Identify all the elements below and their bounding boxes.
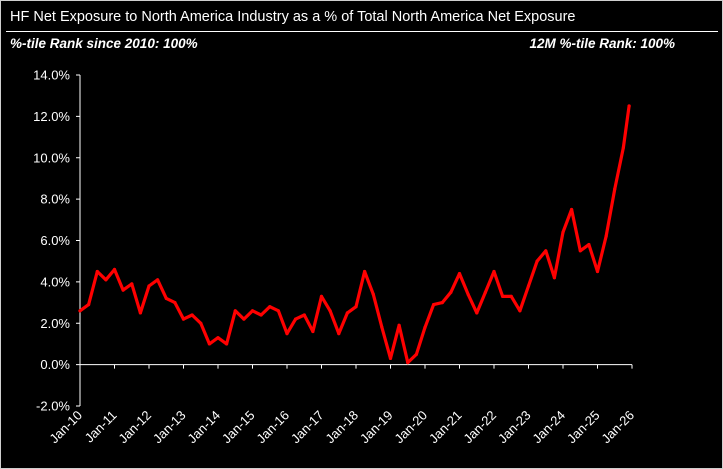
data-point bbox=[138, 311, 142, 315]
x-tick-label: Jan-11 bbox=[82, 408, 120, 446]
data-point bbox=[190, 313, 194, 317]
data-point bbox=[432, 303, 436, 307]
x-tick-label: Jan-19 bbox=[357, 408, 396, 447]
data-point bbox=[466, 292, 470, 296]
data-point bbox=[233, 309, 237, 313]
data-point bbox=[440, 301, 444, 305]
data-point bbox=[475, 311, 479, 315]
x-tick-label: Jan-14 bbox=[184, 408, 223, 447]
data-point bbox=[268, 305, 272, 309]
x-tick-label: Jan-17 bbox=[288, 408, 327, 447]
data-point bbox=[627, 104, 631, 108]
data-point bbox=[492, 269, 496, 274]
data-point bbox=[147, 284, 151, 288]
data-point bbox=[526, 284, 531, 288]
data-point bbox=[518, 309, 522, 313]
y-tick-label: 10.0% bbox=[33, 150, 70, 165]
series-line bbox=[78, 104, 631, 365]
x-tick-label: Jan-12 bbox=[115, 408, 154, 447]
data-point bbox=[207, 342, 211, 346]
data-point bbox=[561, 230, 565, 234]
data-point bbox=[242, 317, 246, 321]
x-tick-label: Jan-16 bbox=[253, 408, 292, 447]
data-point bbox=[371, 292, 375, 296]
data-point bbox=[130, 282, 134, 286]
data-point bbox=[337, 332, 341, 336]
x-tick-label: Jan-25 bbox=[564, 408, 603, 447]
data-point bbox=[276, 309, 280, 313]
data-point bbox=[552, 276, 557, 280]
data-point bbox=[587, 243, 591, 247]
data-point bbox=[595, 269, 600, 274]
data-point bbox=[104, 278, 108, 282]
y-tick-label: 4.0% bbox=[40, 274, 70, 289]
data-point bbox=[181, 317, 186, 321]
data-point bbox=[535, 259, 539, 263]
x-tick-label: Jan-20 bbox=[391, 408, 430, 447]
data-point bbox=[250, 309, 255, 313]
data-point bbox=[509, 294, 513, 298]
y-tick-label: -2.0% bbox=[36, 399, 70, 414]
x-tick-label: Jan-21 bbox=[426, 408, 465, 447]
data-point bbox=[544, 249, 548, 253]
y-tick-label: 0.0% bbox=[40, 357, 70, 372]
data-point bbox=[578, 249, 582, 253]
chart-title: HF Net Exposure to North America Industr… bbox=[10, 9, 576, 25]
data-point bbox=[78, 309, 82, 313]
data-point bbox=[164, 296, 168, 300]
data-point bbox=[388, 356, 393, 360]
y-tick-label: 2.0% bbox=[40, 316, 70, 331]
data-point bbox=[363, 269, 367, 274]
data-point bbox=[457, 272, 462, 276]
x-tick-label: Jan-24 bbox=[529, 408, 568, 447]
data-point bbox=[259, 313, 263, 317]
data-point bbox=[380, 325, 384, 329]
data-point bbox=[294, 317, 298, 321]
data-point bbox=[570, 207, 574, 212]
data-point bbox=[95, 269, 99, 274]
data-point bbox=[112, 267, 117, 272]
data-point bbox=[406, 361, 410, 365]
title-divider bbox=[6, 31, 718, 32]
data-point bbox=[225, 342, 229, 346]
data-point bbox=[613, 187, 617, 191]
data-point bbox=[173, 301, 177, 305]
data-point bbox=[121, 288, 125, 292]
data-point bbox=[199, 321, 203, 325]
data-point bbox=[604, 234, 608, 238]
y-tick-label: 8.0% bbox=[40, 192, 70, 207]
data-point bbox=[87, 303, 91, 307]
data-point bbox=[285, 332, 289, 336]
data-point bbox=[311, 329, 315, 334]
data-point bbox=[328, 309, 332, 313]
rank-12m-label: 12M %-tile Rank: 100% bbox=[529, 36, 675, 51]
data-point bbox=[483, 290, 487, 294]
data-point bbox=[414, 352, 418, 356]
y-tick-label: 6.0% bbox=[40, 233, 70, 248]
y-tick-label: 12.0% bbox=[33, 109, 70, 124]
x-tick-label: Jan-23 bbox=[495, 408, 534, 447]
x-tick-label: Jan-22 bbox=[460, 408, 499, 447]
data-point bbox=[216, 336, 220, 340]
data-point bbox=[345, 311, 349, 315]
data-point bbox=[621, 145, 626, 149]
x-tick-label: Jan-26 bbox=[598, 408, 637, 447]
x-tick-label: Jan-18 bbox=[322, 408, 361, 447]
data-point bbox=[156, 278, 160, 282]
data-point bbox=[423, 325, 427, 329]
data-point bbox=[449, 290, 453, 294]
data-point bbox=[354, 305, 358, 309]
data-point bbox=[302, 313, 306, 317]
data-point bbox=[501, 294, 505, 298]
data-point bbox=[319, 294, 324, 298]
y-tick-label: 14.0% bbox=[33, 68, 70, 83]
x-tick-label: Jan-15 bbox=[219, 408, 258, 447]
data-point bbox=[397, 323, 401, 327]
rank-since-2010-label: %-tile Rank since 2010: 100% bbox=[10, 36, 198, 51]
x-tick-label: Jan-13 bbox=[150, 408, 189, 447]
